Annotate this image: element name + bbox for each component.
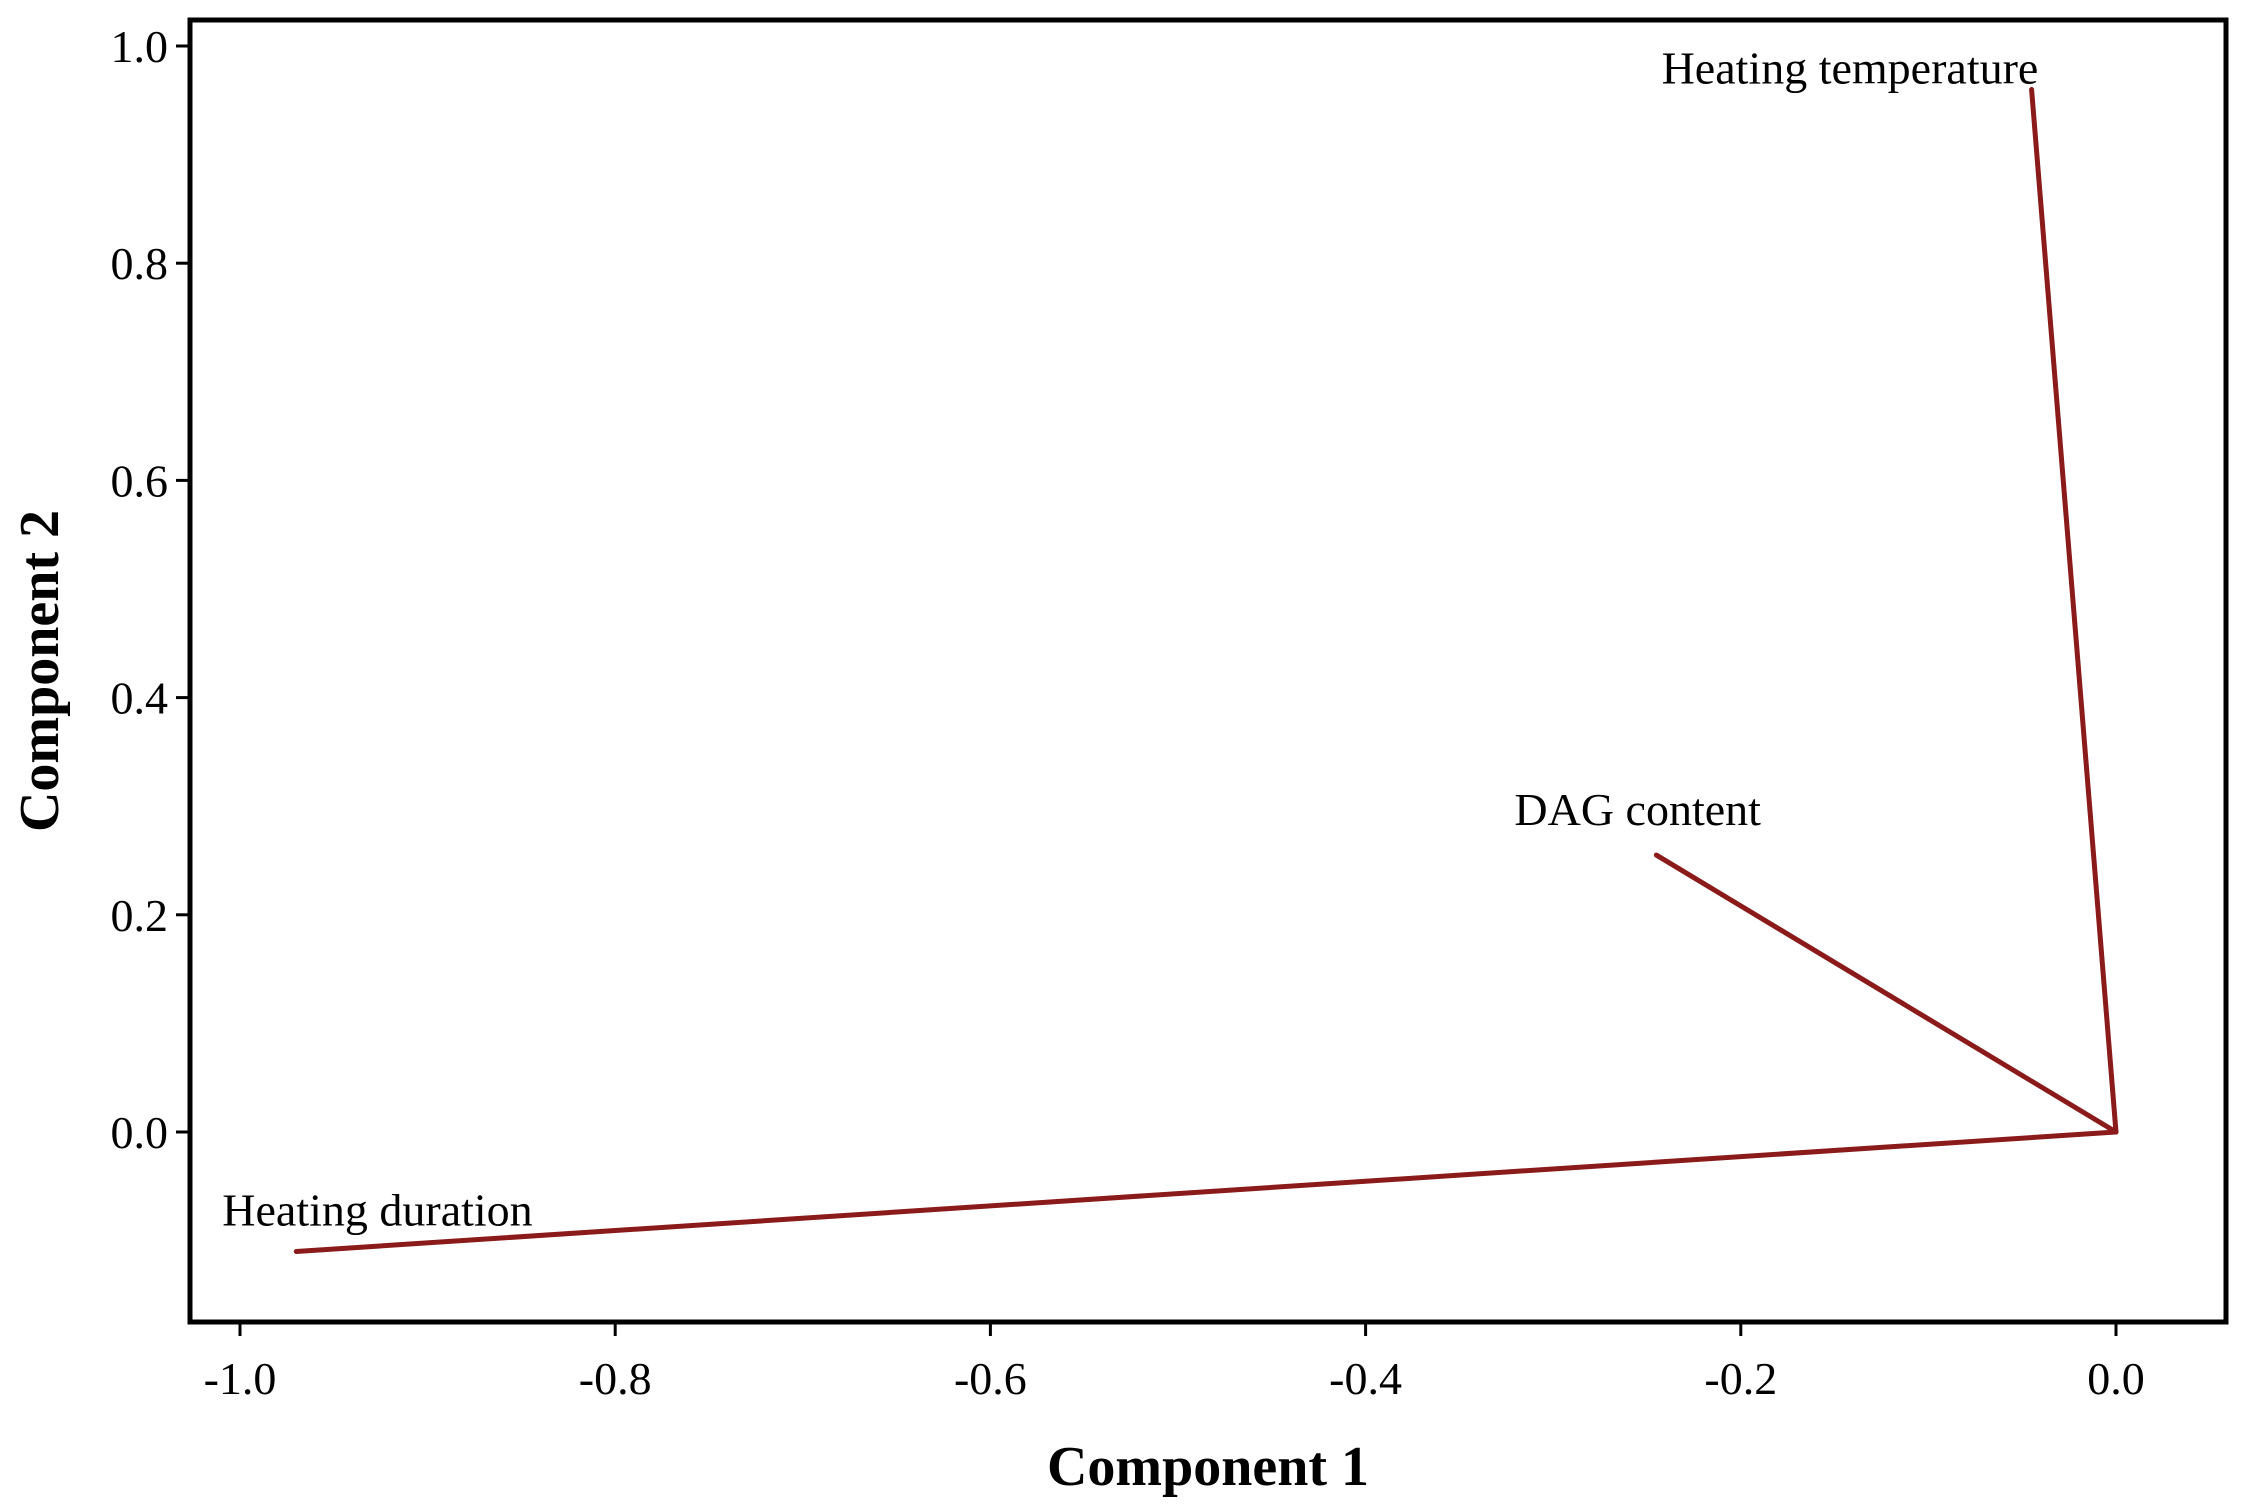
loading-vector-line [1653, 852, 2119, 1135]
y-tick-label: 0.2 [111, 890, 169, 941]
x-tick-label: -0.8 [579, 1353, 652, 1404]
y-tick-label: 0.4 [111, 673, 169, 724]
y-tick-label: 0.8 [111, 238, 169, 289]
y-tick-label: 0.0 [111, 1107, 169, 1158]
x-tick-label: -0.2 [1704, 1353, 1777, 1404]
x-tick-label: -0.4 [1329, 1353, 1402, 1404]
x-tick-label: 0.0 [2087, 1353, 2145, 1404]
vector-label: Heating duration [222, 1184, 532, 1235]
y-tick-label: 0.6 [111, 455, 169, 506]
x-tick-label: -0.6 [954, 1353, 1027, 1404]
loading-vector-line [293, 1129, 2119, 1254]
x-axis-ticks: -1.0 -0.8 -0.6 -0.4 -0.2 0.0 [204, 1322, 2145, 1404]
loading-vectors [293, 86, 2119, 1254]
y-axis-ticks: 0.0 0.2 0.4 0.6 0.8 1.0 [111, 21, 190, 1158]
y-tick-label: 1.0 [111, 21, 169, 72]
plot-frame [187, 17, 2229, 1325]
x-tick-label: -1.0 [204, 1353, 277, 1404]
vector-label: Heating temperature [1662, 42, 2039, 93]
loading-vector-line [2029, 86, 2119, 1135]
vector-label: DAG content [1514, 784, 1761, 835]
x-axis-title: Component 1 [1047, 1436, 1369, 1498]
vector-labels: Heating temperature DAG content Heating du… [222, 42, 2038, 1235]
y-axis-title: Component 2 [9, 510, 71, 832]
